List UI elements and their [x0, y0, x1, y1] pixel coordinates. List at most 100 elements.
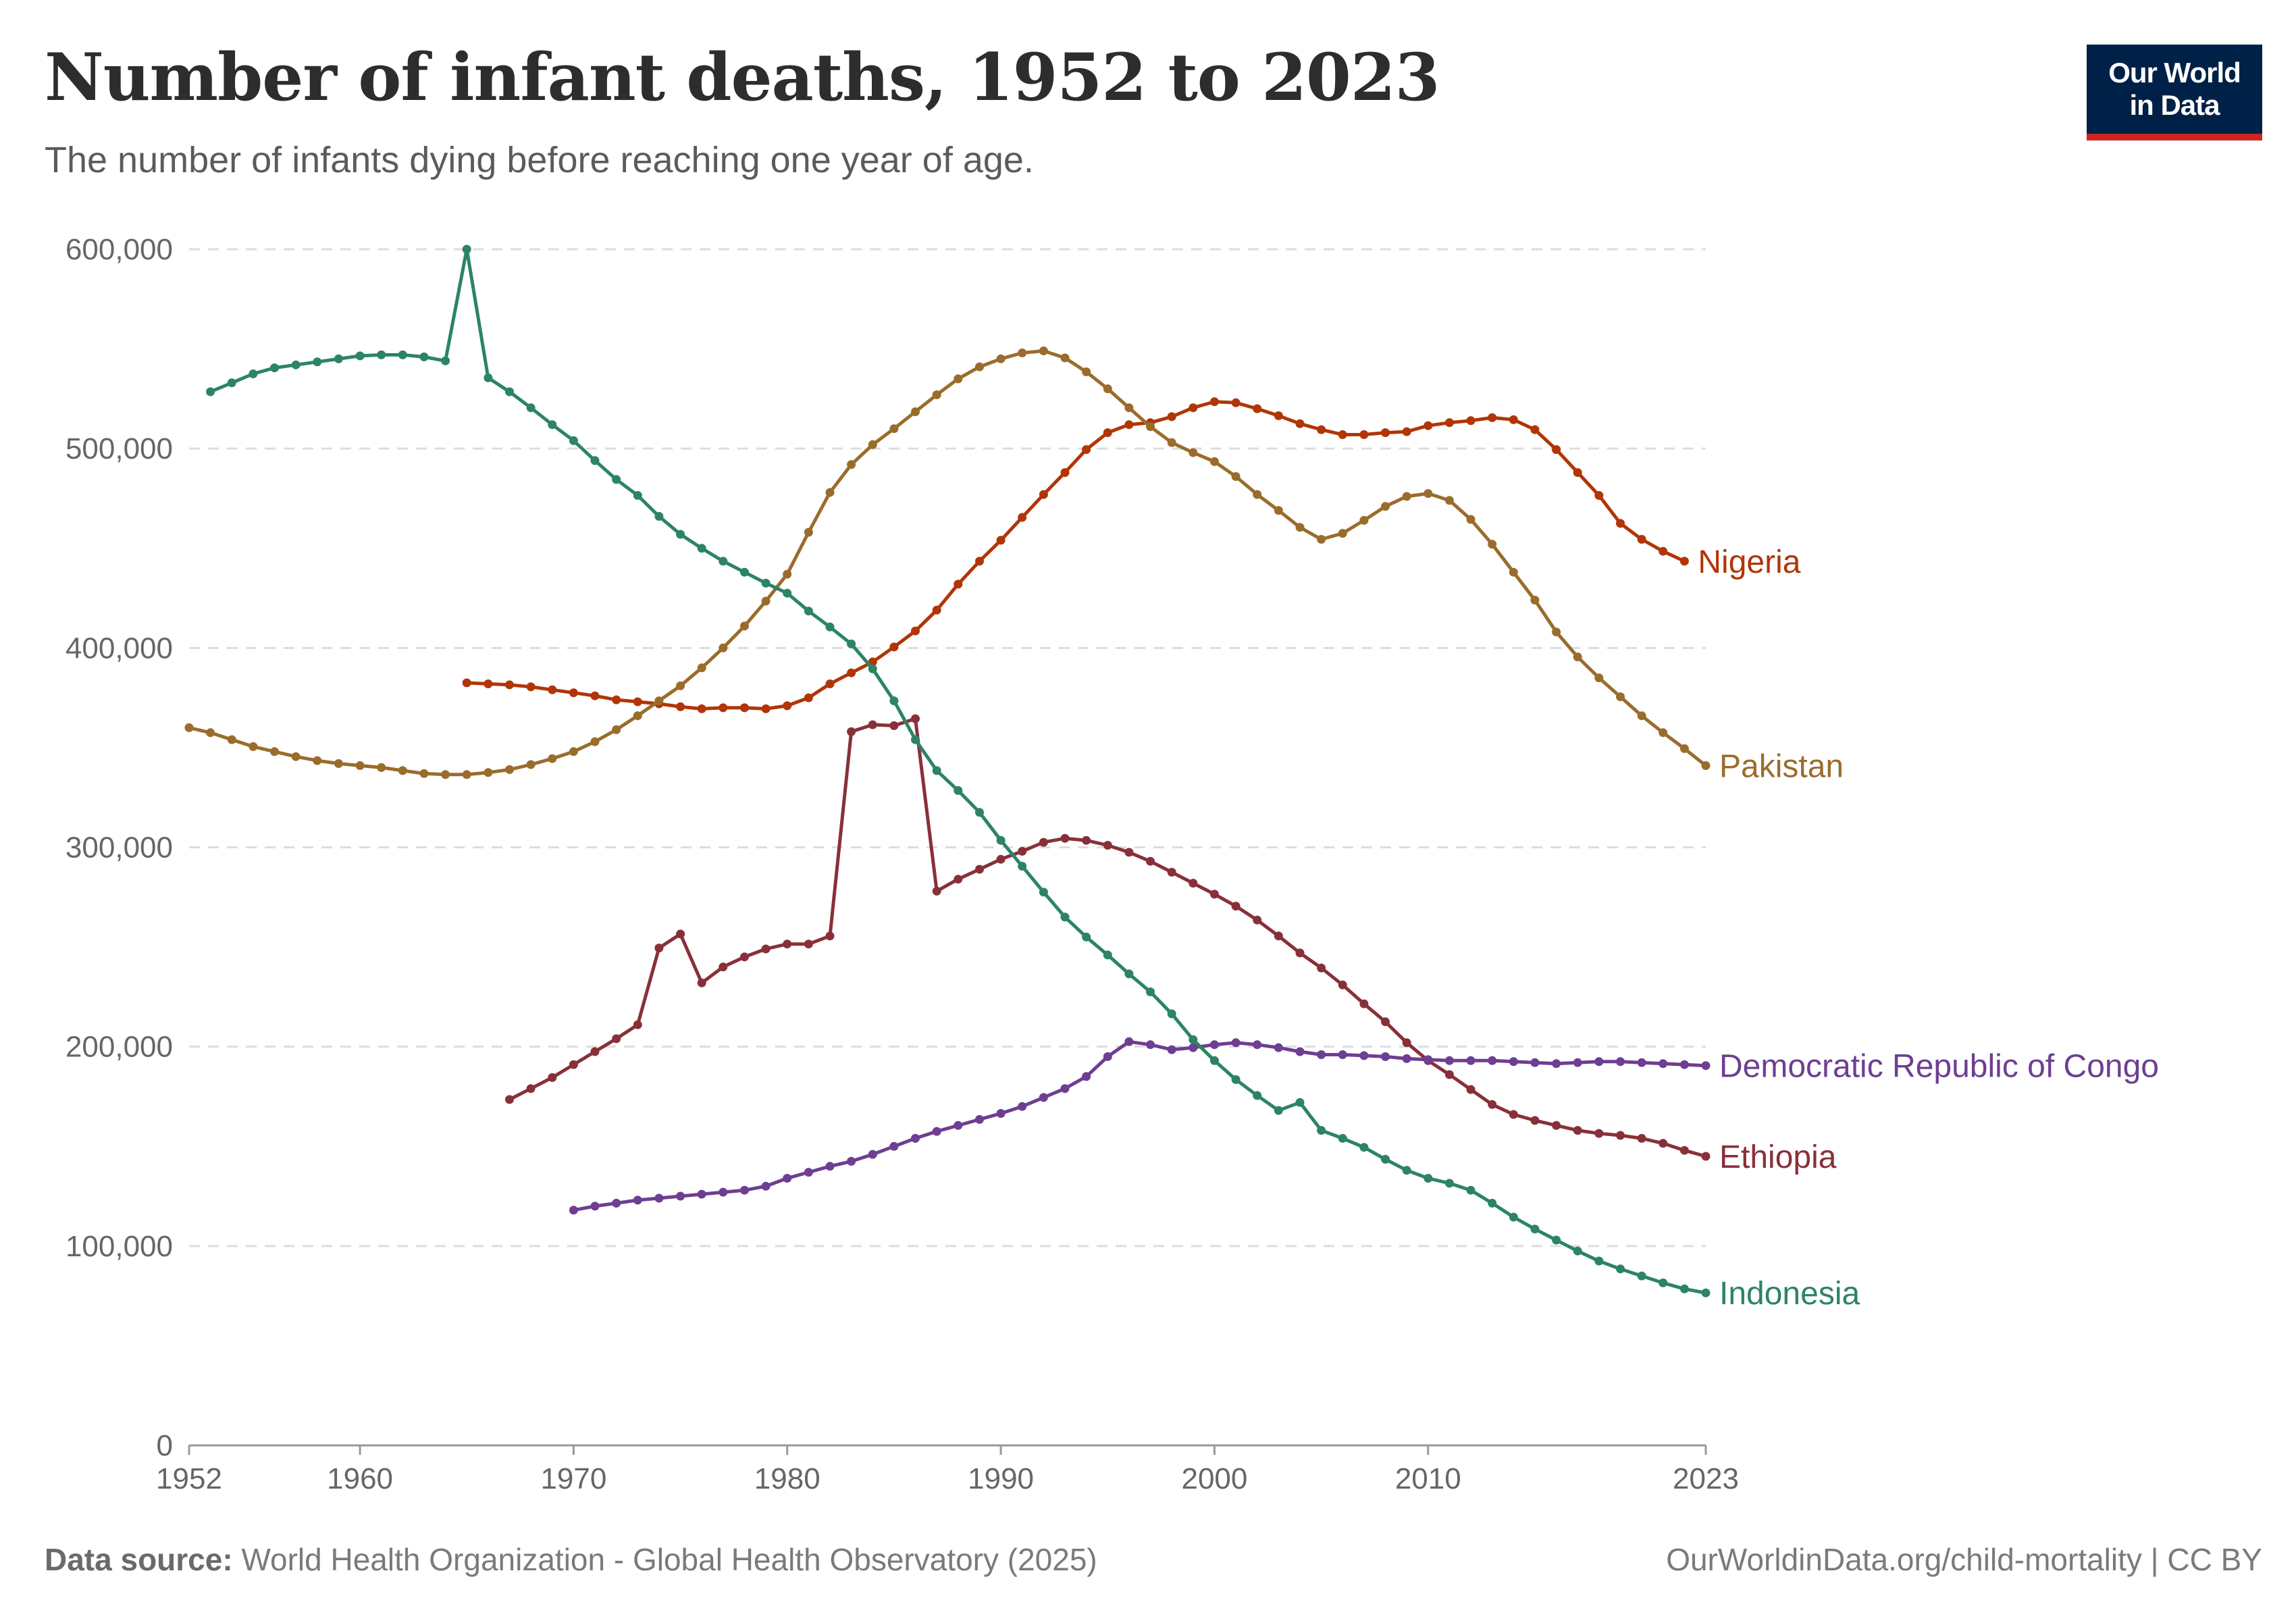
data-point-pakistan[interactable] — [484, 768, 493, 777]
data-point-pakistan[interactable] — [334, 759, 343, 768]
data-point-pakistan[interactable] — [590, 737, 600, 746]
data-point-nigeria[interactable] — [1018, 513, 1027, 522]
data-point-ethiopia[interactable] — [676, 929, 685, 939]
data-point-nigeria[interactable] — [1274, 411, 1283, 420]
data-point-nigeria[interactable] — [1488, 413, 1497, 422]
data-point-democratic-republic-of-congo[interactable] — [1594, 1057, 1604, 1066]
data-point-pakistan[interactable] — [1679, 744, 1689, 753]
data-point-ethiopia[interactable] — [740, 952, 749, 962]
data-point-nigeria[interactable] — [484, 679, 493, 688]
data-point-ethiopia[interactable] — [1701, 1152, 1711, 1161]
data-point-nigeria[interactable] — [783, 701, 792, 711]
data-point-indonesia[interactable] — [1552, 1235, 1561, 1245]
data-point-democratic-republic-of-congo[interactable] — [1424, 1055, 1433, 1064]
data-point-democratic-republic-of-congo[interactable] — [1146, 1040, 1155, 1050]
data-point-indonesia[interactable] — [1659, 1278, 1668, 1287]
data-point-pakistan[interactable] — [1573, 652, 1582, 662]
data-point-pakistan[interactable] — [291, 752, 301, 761]
data-point-pakistan[interactable] — [954, 374, 963, 384]
data-point-indonesia[interactable] — [1466, 1185, 1476, 1195]
data-point-nigeria[interactable] — [1424, 421, 1433, 430]
data-point-nigeria[interactable] — [1659, 546, 1668, 556]
data-point-nigeria[interactable] — [719, 703, 728, 713]
data-point-pakistan[interactable] — [1189, 448, 1198, 457]
data-point-pakistan[interactable] — [1124, 403, 1134, 413]
data-point-nigeria[interactable] — [526, 682, 536, 692]
data-point-pakistan[interactable] — [1039, 346, 1048, 355]
data-point-indonesia[interactable] — [996, 835, 1006, 845]
data-point-democratic-republic-of-congo[interactable] — [1509, 1057, 1518, 1066]
data-point-nigeria[interactable] — [996, 536, 1006, 545]
data-point-democratic-republic-of-congo[interactable] — [1317, 1050, 1326, 1059]
data-point-indonesia[interactable] — [1103, 950, 1112, 960]
data-point-ethiopia[interactable] — [1103, 841, 1112, 850]
data-point-pakistan[interactable] — [719, 643, 728, 652]
data-point-pakistan[interactable] — [911, 407, 920, 417]
data-point-nigeria[interactable] — [1359, 430, 1369, 439]
data-point-nigeria[interactable] — [761, 704, 771, 713]
series-line-pakistan[interactable] — [188, 349, 1707, 777]
data-point-ethiopia[interactable] — [889, 721, 899, 730]
data-point-ethiopia[interactable] — [1679, 1146, 1689, 1155]
data-point-ethiopia[interactable] — [1167, 867, 1176, 877]
data-point-pakistan[interactable] — [184, 723, 194, 732]
data-point-pakistan[interactable] — [377, 763, 386, 772]
data-point-pakistan[interactable] — [1317, 535, 1326, 544]
data-point-indonesia[interactable] — [505, 387, 514, 396]
data-point-ethiopia[interactable] — [1444, 1070, 1454, 1079]
data-point-pakistan[interactable] — [1637, 711, 1646, 721]
data-point-democratic-republic-of-congo[interactable] — [1124, 1037, 1134, 1046]
data-point-ethiopia[interactable] — [1466, 1085, 1476, 1094]
data-point-indonesia[interactable] — [1679, 1284, 1689, 1293]
data-point-pakistan[interactable] — [1402, 492, 1411, 501]
data-point-democratic-republic-of-congo[interactable] — [889, 1141, 899, 1151]
data-point-indonesia[interactable] — [740, 567, 749, 577]
data-point-pakistan[interactable] — [847, 460, 856, 469]
data-point-democratic-republic-of-congo[interactable] — [1039, 1093, 1048, 1102]
data-point-pakistan[interactable] — [932, 390, 941, 399]
data-point-ethiopia[interactable] — [1253, 915, 1262, 925]
data-point-indonesia[interactable] — [676, 530, 685, 539]
data-point-indonesia[interactable] — [761, 578, 771, 588]
data-point-ethiopia[interactable] — [526, 1084, 536, 1093]
data-point-democratic-republic-of-congo[interactable] — [1679, 1060, 1689, 1069]
series-line-democratic-republic-of-congo[interactable] — [573, 1039, 1706, 1212]
data-point-nigeria[interactable] — [1060, 468, 1070, 478]
data-point-indonesia[interactable] — [270, 363, 279, 373]
data-point-indonesia[interactable] — [590, 456, 600, 465]
data-point-indonesia[interactable] — [1189, 1035, 1198, 1044]
data-point-indonesia[interactable] — [249, 369, 258, 378]
data-point-pakistan[interactable] — [1509, 567, 1518, 577]
data-point-indonesia[interactable] — [441, 356, 450, 365]
data-point-democratic-republic-of-congo[interactable] — [1082, 1072, 1091, 1081]
data-point-nigeria[interactable] — [1509, 415, 1518, 424]
data-point-democratic-republic-of-congo[interactable] — [719, 1187, 728, 1197]
data-point-pakistan[interactable] — [548, 754, 557, 763]
data-point-ethiopia[interactable] — [1124, 848, 1134, 857]
data-point-indonesia[interactable] — [719, 557, 728, 566]
data-point-indonesia[interactable] — [783, 588, 792, 598]
data-point-pakistan[interactable] — [1466, 515, 1476, 524]
data-point-democratic-republic-of-congo[interactable] — [1103, 1052, 1112, 1061]
data-point-democratic-republic-of-congo[interactable] — [1338, 1050, 1347, 1059]
data-point-indonesia[interactable] — [1381, 1154, 1390, 1164]
data-point-pakistan[interactable] — [975, 362, 984, 371]
data-point-democratic-republic-of-congo[interactable] — [1573, 1058, 1582, 1067]
series-label-democratic-republic-of-congo[interactable]: Democratic Republic of Congo — [1719, 1049, 2159, 1085]
data-point-nigeria[interactable] — [1167, 412, 1176, 421]
data-point-democratic-republic-of-congo[interactable] — [996, 1109, 1006, 1118]
data-point-pakistan[interactable] — [1253, 490, 1262, 499]
data-point-indonesia[interactable] — [1616, 1264, 1625, 1274]
data-point-indonesia[interactable] — [1573, 1246, 1582, 1256]
data-point-indonesia[interactable] — [1146, 987, 1155, 996]
data-point-indonesia[interactable] — [1060, 912, 1070, 922]
data-point-indonesia[interactable] — [419, 352, 429, 361]
data-point-ethiopia[interactable] — [868, 720, 877, 729]
data-point-democratic-republic-of-congo[interactable] — [1018, 1102, 1027, 1111]
data-point-nigeria[interactable] — [1295, 419, 1305, 428]
data-point-ethiopia[interactable] — [1381, 1017, 1390, 1027]
data-point-democratic-republic-of-congo[interactable] — [1209, 1040, 1219, 1050]
data-point-nigeria[interactable] — [975, 557, 984, 566]
data-point-indonesia[interactable] — [462, 245, 471, 254]
data-point-indonesia[interactable] — [355, 351, 365, 361]
